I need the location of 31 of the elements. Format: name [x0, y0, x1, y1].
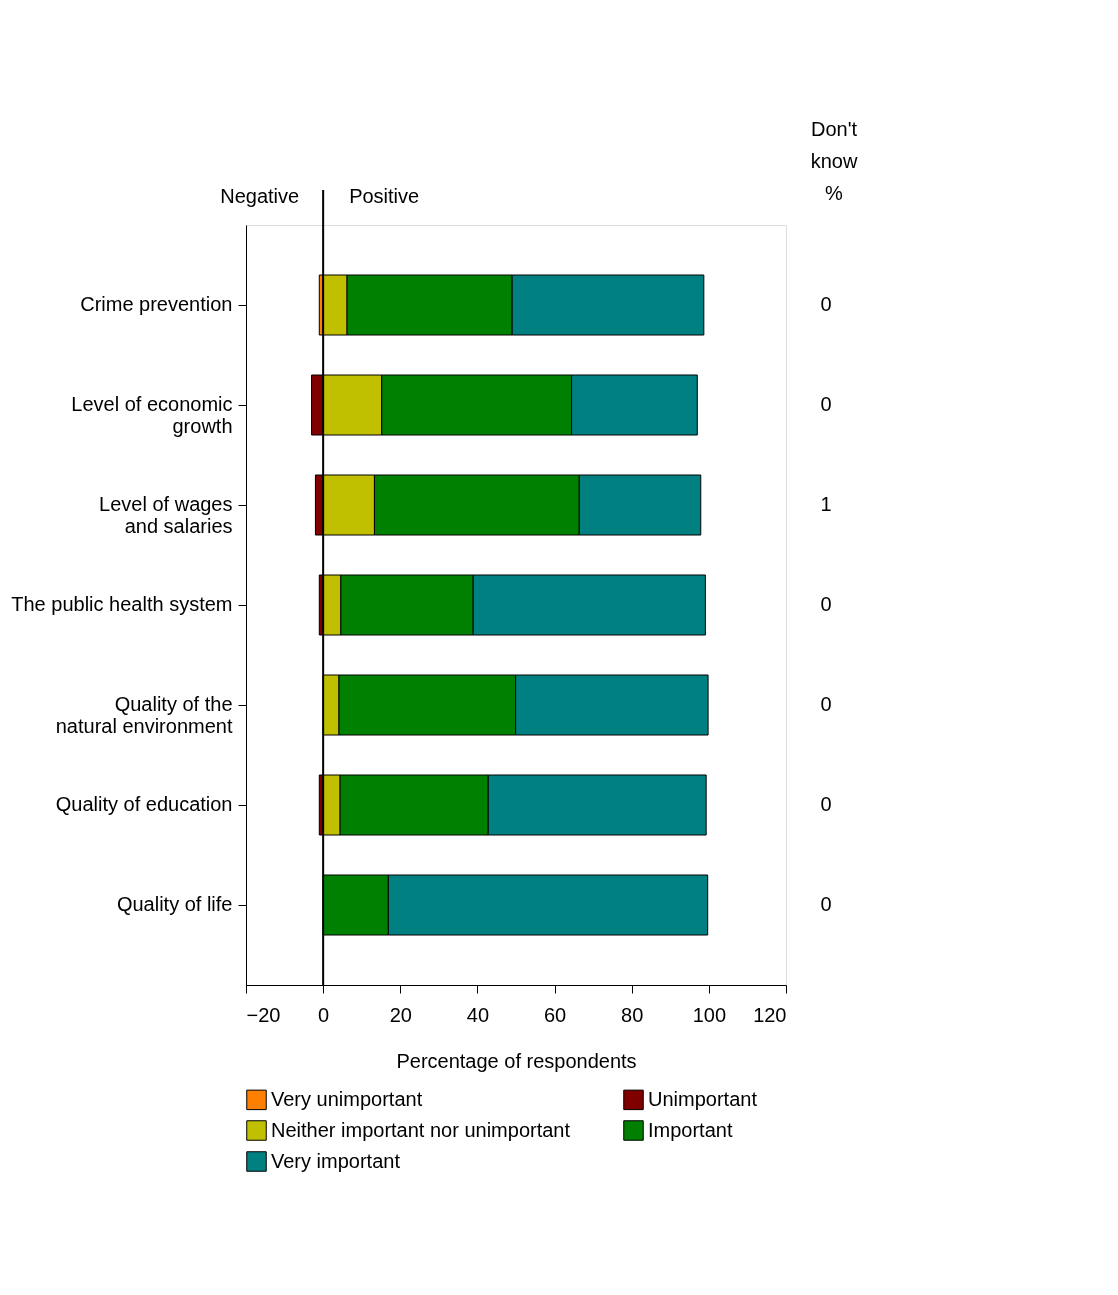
text: 0 [820, 293, 832, 315]
y-tick-label: Level of wages and salaries [99, 493, 233, 537]
y-tick-label: Quality of education [55, 793, 233, 815]
text: 1 [820, 493, 832, 515]
legend-label: Very important [271, 1149, 401, 1172]
y-tick-label: Level of economic growth [71, 393, 233, 437]
x-tick-label: 20 [389, 1003, 412, 1026]
x-tick-label: 60 [543, 1003, 567, 1026]
x-tick-label: 0 [318, 1003, 330, 1026]
x-tick-label: −20 [246, 1003, 281, 1026]
x-tick-label: 40 [466, 1003, 490, 1026]
legend-label: Important [648, 1118, 733, 1141]
text: Negative [220, 185, 300, 207]
text: Positive [349, 185, 420, 207]
text: Don't know % [810, 118, 858, 204]
x-tick-label: 80 [621, 1003, 644, 1026]
text: 0 [820, 393, 832, 415]
y-tick-label: The public health system [11, 593, 233, 615]
y-tick-label: Crime prevention [80, 293, 233, 315]
legend-label: Neither important nor unimportant [271, 1118, 571, 1141]
legend-label: Unimportant [648, 1087, 758, 1110]
legend-label: Very unimportant [271, 1087, 423, 1110]
x-tick-label: 100 [692, 1003, 727, 1026]
text: 0 [820, 793, 832, 815]
x-axis-title: Percentage of respondents [396, 1049, 637, 1072]
text: 0 [820, 593, 832, 615]
text: 0 [820, 693, 832, 715]
x-tick-label: 120 [753, 1003, 787, 1026]
y-tick-label: Quality of life [116, 893, 233, 915]
text: 0 [820, 893, 832, 915]
y-tick-label: Quality of the natural environment [55, 693, 233, 737]
